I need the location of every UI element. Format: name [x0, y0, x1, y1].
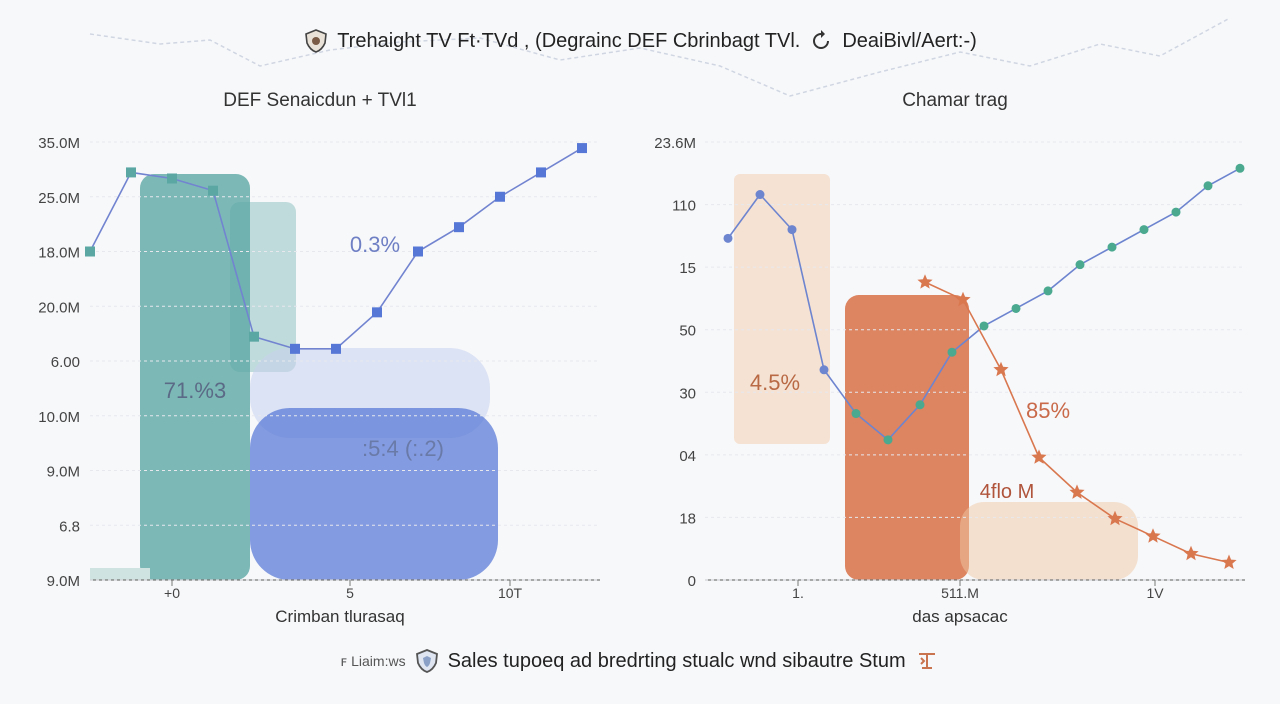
y-tick-label: 23.6M: [654, 135, 696, 152]
left-chart-panel: DEF Senaicdun + TVl1 35.0M 25.0M 18.0M 20.0…: [20, 80, 620, 640]
data-label: :5:4 (:.2): [362, 436, 444, 461]
data-point-star: [955, 291, 971, 307]
peach-column: [734, 174, 830, 444]
blue-disc-stack: [250, 408, 498, 580]
data-point-square: [536, 167, 546, 178]
data-label: 4flo M: [980, 481, 1034, 503]
y-tick-label: 9.0M: [47, 464, 80, 481]
y-tick-label: 15: [679, 260, 696, 277]
data-point-star: [1145, 528, 1161, 543]
figure-footer: ꜰ Liaim:ws Sales tupoeq ad bredrting stu…: [0, 648, 1280, 674]
scale-icon: [914, 648, 940, 674]
right-chart-title: Chamar trag: [902, 90, 1008, 111]
data-point-star: [993, 361, 1009, 377]
data-point: [947, 347, 957, 357]
data-point: [883, 435, 893, 445]
x-tick-label: 5: [346, 585, 354, 601]
header-title-right: DeaiBivl/Aert:-): [842, 29, 977, 52]
data-point-star: [1183, 545, 1199, 561]
data-point-square: [495, 191, 505, 202]
data-point: [1171, 207, 1181, 217]
data-point: [915, 400, 925, 410]
y-tick-label: 35.0M: [38, 135, 80, 152]
base-strip: [90, 568, 150, 580]
x-tick-label: +0: [164, 585, 180, 601]
data-point-square: [167, 173, 177, 184]
data-point-square: [249, 331, 259, 342]
data-point: [851, 409, 861, 419]
data-point-square: [413, 246, 423, 257]
data-point-star: [1031, 449, 1047, 464]
y-tick-label: 04: [679, 448, 696, 465]
x-tick-label: 1V: [1146, 585, 1164, 601]
right-chart-svg: 23.6M 110 15 50 30 04 18 0 1. 511.M 1V das apsacac 4…: [654, 135, 1245, 626]
y-tick-label: 0: [688, 573, 696, 590]
data-point: [1203, 181, 1213, 191]
data-point: [1011, 303, 1021, 313]
y-tick-label: 10.0M: [38, 409, 80, 426]
left-chart-title: DEF Senaicdun + TVl1: [223, 90, 417, 111]
refresh-icon: [808, 28, 834, 54]
teal-column-shadow: [230, 202, 296, 372]
data-point: [1235, 163, 1245, 173]
data-point-square: [372, 307, 382, 318]
data-label: 0.3%: [350, 232, 400, 257]
data-point: [1139, 225, 1149, 235]
y-tick-label: 9.0M: [47, 573, 80, 590]
x-tick-label: 511.M: [941, 585, 979, 601]
y-tick-label: 30: [679, 385, 696, 402]
y-tick-label: 25.0M: [38, 190, 80, 207]
data-label: 85%: [1026, 398, 1070, 423]
data-point-square: [577, 143, 587, 154]
y-tick-label: 50: [679, 323, 696, 340]
data-point-square: [454, 222, 464, 233]
footer-caption: Sales tupoeq ad bredrting stualc wnd sib…: [447, 649, 906, 672]
data-label: 71.%3: [164, 378, 226, 403]
x-axis-label: Crimban tlurasaq: [275, 607, 404, 626]
data-point-square: [126, 167, 136, 178]
data-point: [979, 321, 989, 331]
data-point: [723, 233, 733, 243]
data-point-square: [208, 185, 218, 196]
data-point: [755, 190, 765, 200]
left-chart-svg: 35.0M 25.0M 18.0M 20.0M 6.00 10.0M 9.0M 6.8 9.0M…: [38, 135, 600, 626]
right-chart-panel: Chamar trag 23.6M 110 15 50 30 04 18 0 1. 511.M 1V…: [650, 80, 1260, 640]
data-point: [1043, 286, 1053, 296]
data-point-square: [290, 343, 300, 354]
x-axis-label: das apsacac: [912, 607, 1008, 626]
data-point-star: [1069, 484, 1085, 499]
figure-header: Trehaight TV Ft·TVd , (Degrainc DEF Cbri…: [0, 28, 1280, 54]
y-tick-label: 110: [672, 198, 696, 215]
data-point: [819, 365, 829, 375]
data-point-star: [1221, 554, 1237, 569]
orange-column: [845, 295, 969, 580]
x-tick-label: 10T: [498, 585, 523, 601]
y-tick-label: 6.8: [59, 518, 80, 535]
data-point: [1107, 242, 1117, 252]
shield-icon: [414, 648, 440, 674]
footer-label-left: ꜰ Liaim:ws: [340, 652, 406, 669]
y-tick-label: 20.0M: [38, 299, 80, 316]
data-point: [787, 225, 797, 235]
data-point-square: [85, 246, 95, 257]
data-point-square: [331, 343, 341, 354]
data-point-star: [917, 274, 933, 289]
y-tick-label: 18.0M: [38, 245, 80, 262]
x-tick-label: 1.: [792, 585, 804, 601]
data-point-star: [1107, 510, 1123, 526]
data-label: 4.5%: [750, 370, 800, 395]
y-tick-label: 18: [679, 510, 696, 527]
shield-badge-icon: [303, 28, 329, 54]
peach-disc-stack: [960, 502, 1138, 580]
y-tick-label: 6.00: [51, 354, 80, 371]
header-title-left: Trehaight TV Ft·TVd , (Degrainc DEF Cbri…: [337, 29, 801, 52]
data-point: [1075, 260, 1085, 270]
teal-column: [140, 174, 250, 580]
